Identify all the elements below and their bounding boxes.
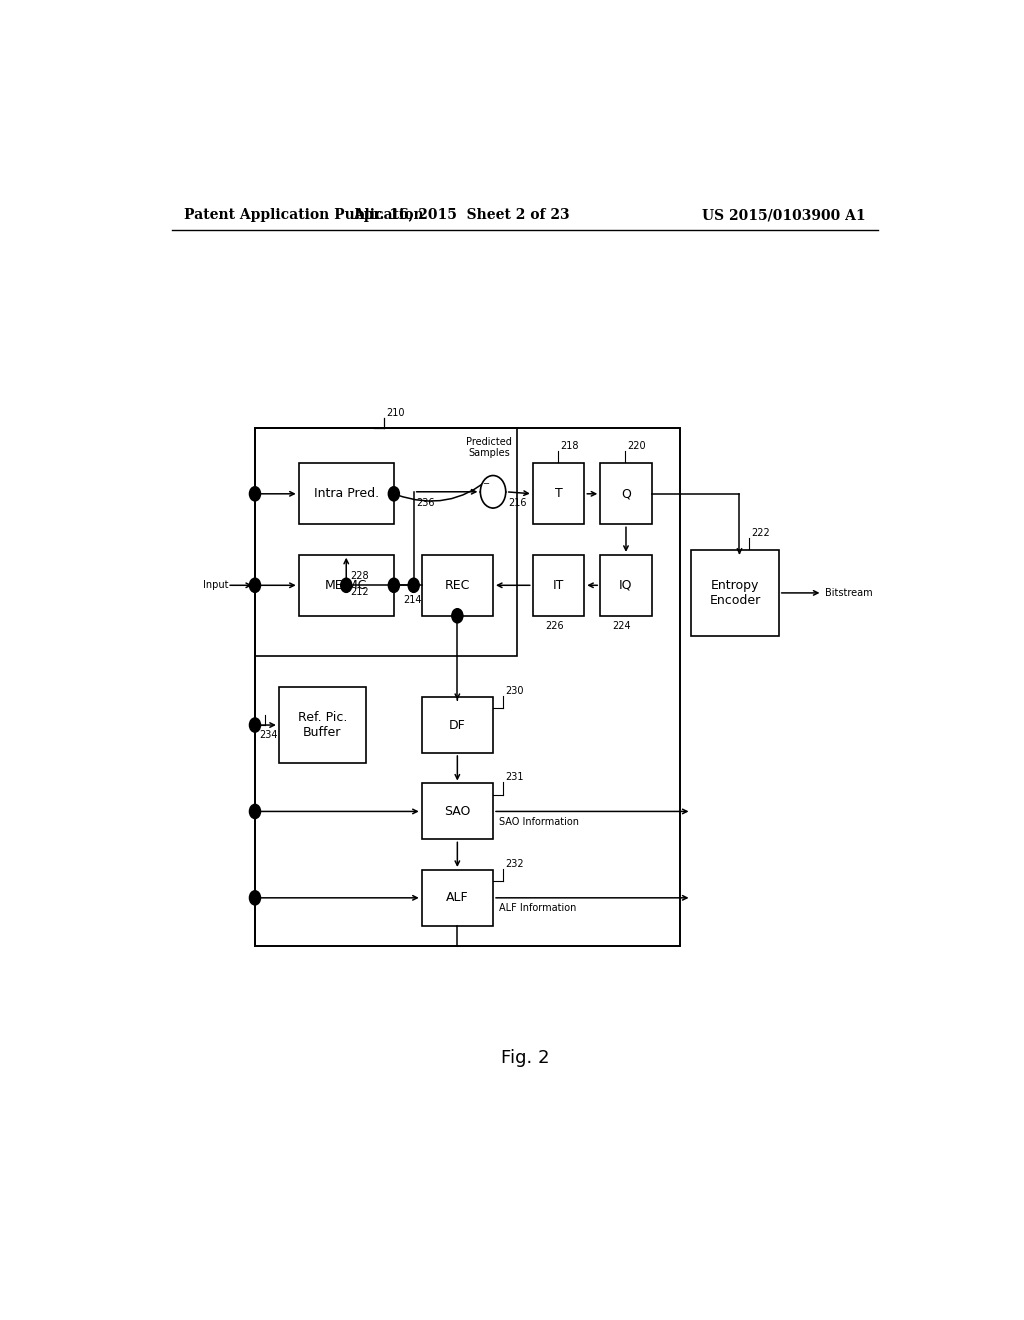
Bar: [600, 554, 651, 615]
Bar: [255, 428, 517, 656]
Text: 216: 216: [508, 498, 526, 508]
Circle shape: [388, 578, 399, 593]
Text: 236: 236: [416, 498, 434, 508]
Text: 218: 218: [560, 441, 579, 451]
Circle shape: [250, 891, 260, 906]
Text: Fig. 2: Fig. 2: [501, 1049, 549, 1067]
Text: 210: 210: [386, 408, 404, 417]
Text: Ref. Pic.
Buffer: Ref. Pic. Buffer: [298, 711, 347, 739]
Bar: [691, 549, 778, 636]
Text: IQ: IQ: [620, 578, 633, 591]
Bar: [279, 686, 367, 763]
Text: Predicted
Samples: Predicted Samples: [466, 437, 512, 458]
Text: T: T: [555, 487, 562, 500]
Text: ALF Information: ALF Information: [500, 903, 577, 913]
Text: 220: 220: [628, 441, 646, 451]
Text: Patent Application Publication: Patent Application Publication: [183, 209, 423, 222]
Text: 222: 222: [752, 528, 770, 537]
Circle shape: [250, 578, 260, 593]
Text: Input: Input: [204, 581, 229, 590]
Text: −: −: [482, 479, 489, 488]
Bar: [255, 428, 680, 946]
Text: 230: 230: [505, 686, 523, 696]
Circle shape: [250, 718, 260, 733]
Bar: [422, 784, 494, 840]
Text: Apr. 16, 2015  Sheet 2 of 23: Apr. 16, 2015 Sheet 2 of 23: [353, 209, 569, 222]
Text: SAO: SAO: [444, 805, 471, 818]
Text: DF: DF: [449, 718, 466, 731]
Text: US 2015/0103900 A1: US 2015/0103900 A1: [702, 209, 866, 222]
Text: SAO Information: SAO Information: [500, 817, 580, 826]
Text: ALF: ALF: [446, 891, 469, 904]
Bar: [422, 870, 494, 925]
Text: 224: 224: [612, 620, 632, 631]
Text: 228: 228: [350, 572, 369, 581]
Circle shape: [341, 578, 352, 593]
Bar: [422, 697, 494, 752]
Text: ME/MC: ME/MC: [325, 578, 368, 591]
Circle shape: [250, 487, 260, 500]
Text: Bitstream: Bitstream: [824, 587, 872, 598]
Text: 232: 232: [505, 859, 523, 869]
Text: REC: REC: [444, 578, 470, 591]
Bar: [422, 554, 494, 615]
Circle shape: [452, 609, 463, 623]
Text: Q: Q: [621, 487, 631, 500]
Text: 234: 234: [259, 730, 278, 741]
Bar: [532, 554, 585, 615]
Circle shape: [480, 475, 506, 508]
Circle shape: [388, 487, 399, 500]
Bar: [600, 463, 651, 524]
Text: Entropy
Encoder: Entropy Encoder: [710, 579, 761, 607]
Circle shape: [250, 804, 260, 818]
Circle shape: [409, 578, 419, 593]
Bar: [299, 463, 394, 524]
Text: 231: 231: [505, 772, 523, 783]
Text: 226: 226: [545, 620, 564, 631]
Text: 212: 212: [350, 587, 369, 598]
Bar: [299, 554, 394, 615]
Text: 214: 214: [402, 595, 421, 606]
Text: IT: IT: [553, 578, 564, 591]
Bar: [532, 463, 585, 524]
Text: Intra Pred.: Intra Pred.: [313, 487, 379, 500]
